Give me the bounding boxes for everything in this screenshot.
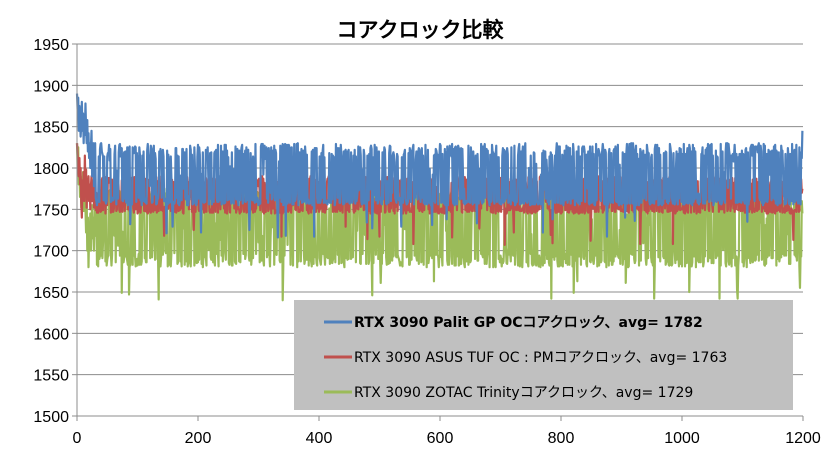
legend-label: RTX 3090 Palit GP OCコアクロック、avg= 1782 [354,315,703,331]
x-tick-label: 800 [548,430,575,447]
axes: 1500 1550 1600 1650 1700 1750 1800 1850 1900 1950… [33,37,820,447]
x-tick-label: 0 [73,430,82,447]
x-tick-label: 400 [306,430,333,447]
x-tick-label: 200 [185,430,212,447]
y-tick-label: 1550 [33,368,69,385]
series-layer [75,93,804,302]
y-tick-label: 1700 [33,244,69,261]
y-tick-label: 1900 [33,78,69,95]
y-tick-label: 1650 [33,285,69,302]
y-tick-label: 1950 [33,37,69,54]
y-tick-label: 1750 [33,202,69,219]
legend: RTX 3090 Palit GP OCコアクロック、avg= 1782 RTX … [294,300,793,410]
x-tick-label: 1000 [664,430,700,447]
legend-label: RTX 3090 ZOTAC Trinityコアクロック、avg= 1729 [354,385,693,401]
y-tick-label: 1800 [33,161,69,178]
x-tick-label: 1200 [785,430,821,447]
legend-box [294,300,793,410]
x-tick-label: 600 [427,430,454,447]
series-line-0 [75,93,804,239]
y-tick-label: 1850 [33,120,69,137]
chart-title: コアクロック比較 [337,18,505,42]
legend-label: RTX 3090 ASUS TUF OC : PMコアクロック、avg= 176… [354,350,727,366]
y-tick-label: 1500 [33,409,69,426]
y-tick-label: 1600 [33,326,69,343]
